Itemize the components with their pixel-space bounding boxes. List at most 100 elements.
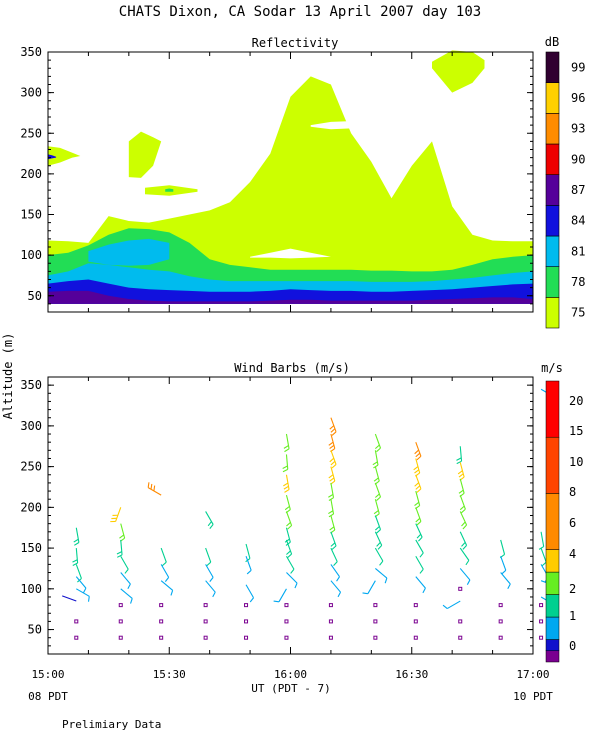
reflectivity-patch-7 — [88, 238, 170, 266]
reflectivity-gap-2 — [310, 121, 372, 130]
wind-barb — [330, 564, 340, 582]
calm-marker — [539, 635, 544, 640]
reflectivity-colorbar-swatch — [545, 205, 560, 237]
wind-barb-marks — [62, 388, 556, 640]
calm-marker — [413, 635, 418, 640]
wind-barb — [285, 539, 293, 559]
calm-marker — [328, 619, 333, 624]
reflectivity-band-84 — [48, 279, 533, 304]
wind-barb — [283, 433, 290, 453]
wind-barb — [414, 490, 421, 510]
reflectivity-colorbar-swatch — [545, 266, 560, 298]
wind-barb — [459, 568, 471, 585]
wind-ytick-label: 300 — [20, 419, 42, 433]
wind-barb — [414, 474, 422, 493]
wind-barb — [205, 580, 216, 598]
wind-barb — [499, 539, 506, 559]
reflectivity-title: Reflectivity — [252, 36, 339, 50]
wind-barb — [76, 588, 90, 602]
calm-marker — [284, 619, 289, 624]
wind-barb — [329, 515, 336, 534]
reflectivity-colorbar-label: 99 — [571, 60, 585, 74]
wind-barb — [459, 547, 470, 566]
calm-marker — [413, 603, 418, 608]
wind-barb — [119, 523, 126, 542]
wind-barb — [374, 482, 382, 502]
wind-barb — [330, 531, 337, 550]
calm-marker — [373, 635, 378, 640]
wind-barb — [120, 588, 133, 604]
wind-colorbar-unit: m/s — [541, 361, 563, 375]
wind-barbs-frame — [47, 376, 534, 655]
reflectivity-layers — [48, 50, 533, 304]
wind-ytick-label: 100 — [20, 582, 42, 596]
wind-colorbar-label: 6 — [569, 516, 576, 530]
wind-barb — [286, 572, 298, 589]
wind-barb — [459, 494, 466, 514]
wind-barb — [415, 539, 424, 558]
reflectivity-ytick-label: 50 — [28, 289, 42, 303]
wind-barb — [374, 515, 382, 534]
x-axis-left-note: 08 PDT — [28, 690, 68, 703]
x-tick-label: 17:00 — [516, 668, 549, 681]
wind-barb — [205, 564, 214, 582]
wind-ytick-label: 350 — [20, 378, 42, 392]
wind-barbs-title: Wind Barbs (m/s) — [234, 361, 350, 375]
wind-barb — [284, 494, 291, 514]
wind-barb — [372, 450, 379, 469]
reflectivity-colorbar: 75 78 81 84 87 90 93 96 99 — [545, 51, 585, 329]
wind-barbs-panel: Wind Barbs (m/s) 50 100 150 200 250 300 350 0 1… — [20, 361, 583, 663]
reflectivity-colorbar-swatch — [545, 143, 560, 175]
wind-colorbar: 0 1 2 4 6 8 10 15 20 — [545, 380, 583, 663]
wind-barb — [415, 555, 424, 574]
x-tick-label: 15:00 — [31, 668, 64, 681]
reflectivity-ytick-label: 100 — [20, 248, 42, 262]
reflectivity-colorbar-label: 87 — [571, 183, 585, 197]
calm-marker — [458, 635, 463, 640]
calm-marker — [328, 635, 333, 640]
wind-barb — [160, 547, 167, 567]
calm-marker — [373, 603, 378, 608]
wind-barb — [116, 539, 123, 558]
wind-colorbar-label: 10 — [569, 455, 583, 469]
reflectivity-ytick-label: 250 — [20, 126, 42, 140]
wind-colorbar-label: 8 — [569, 485, 576, 499]
wind-barb — [374, 547, 384, 566]
footer-note: Prelimiary Data — [62, 718, 161, 731]
reflectivity-colorbar-swatch — [545, 297, 560, 329]
calm-marker — [159, 619, 164, 624]
calm-marker — [203, 619, 208, 624]
calm-marker — [498, 635, 503, 640]
wind-barb — [540, 547, 547, 567]
wind-barb — [120, 555, 129, 574]
chart-title: CHATS Dixon, CA Sodar 13 April 2007 day … — [119, 4, 481, 20]
wind-barb — [415, 576, 426, 594]
wind-colorbar-label: 20 — [569, 394, 583, 408]
reflectivity-colorbar-swatch — [545, 113, 560, 145]
wind-colorbar-swatch — [545, 616, 560, 640]
calm-marker — [74, 635, 79, 640]
wind-ytick-label: 200 — [20, 500, 42, 514]
reflectivity-axis-ticks: 50 100 150 200 250 300 350 — [20, 45, 534, 313]
wind-barb — [329, 450, 337, 469]
wind-barb — [538, 531, 545, 550]
reflectivity-patch-5 — [165, 188, 174, 192]
x-axis-label: UT (PDT - 7) — [251, 682, 330, 695]
wind-barb — [160, 564, 170, 582]
wind-barb — [285, 555, 295, 574]
x-tick-label: 15:30 — [153, 668, 186, 681]
wind-barb — [375, 568, 388, 584]
calm-marker — [284, 603, 289, 608]
calm-marker — [159, 603, 164, 608]
wind-colorbar-swatch — [545, 493, 560, 550]
wind-barb — [500, 556, 507, 575]
wind-barb — [330, 580, 342, 598]
wind-barb — [62, 595, 77, 602]
wind-barb — [414, 441, 422, 461]
wind-barb — [282, 454, 289, 473]
wind-barb — [273, 588, 287, 603]
y-axis-label: Altitude (m) — [1, 333, 15, 420]
wind-barb — [459, 531, 468, 550]
calm-marker — [498, 619, 503, 624]
